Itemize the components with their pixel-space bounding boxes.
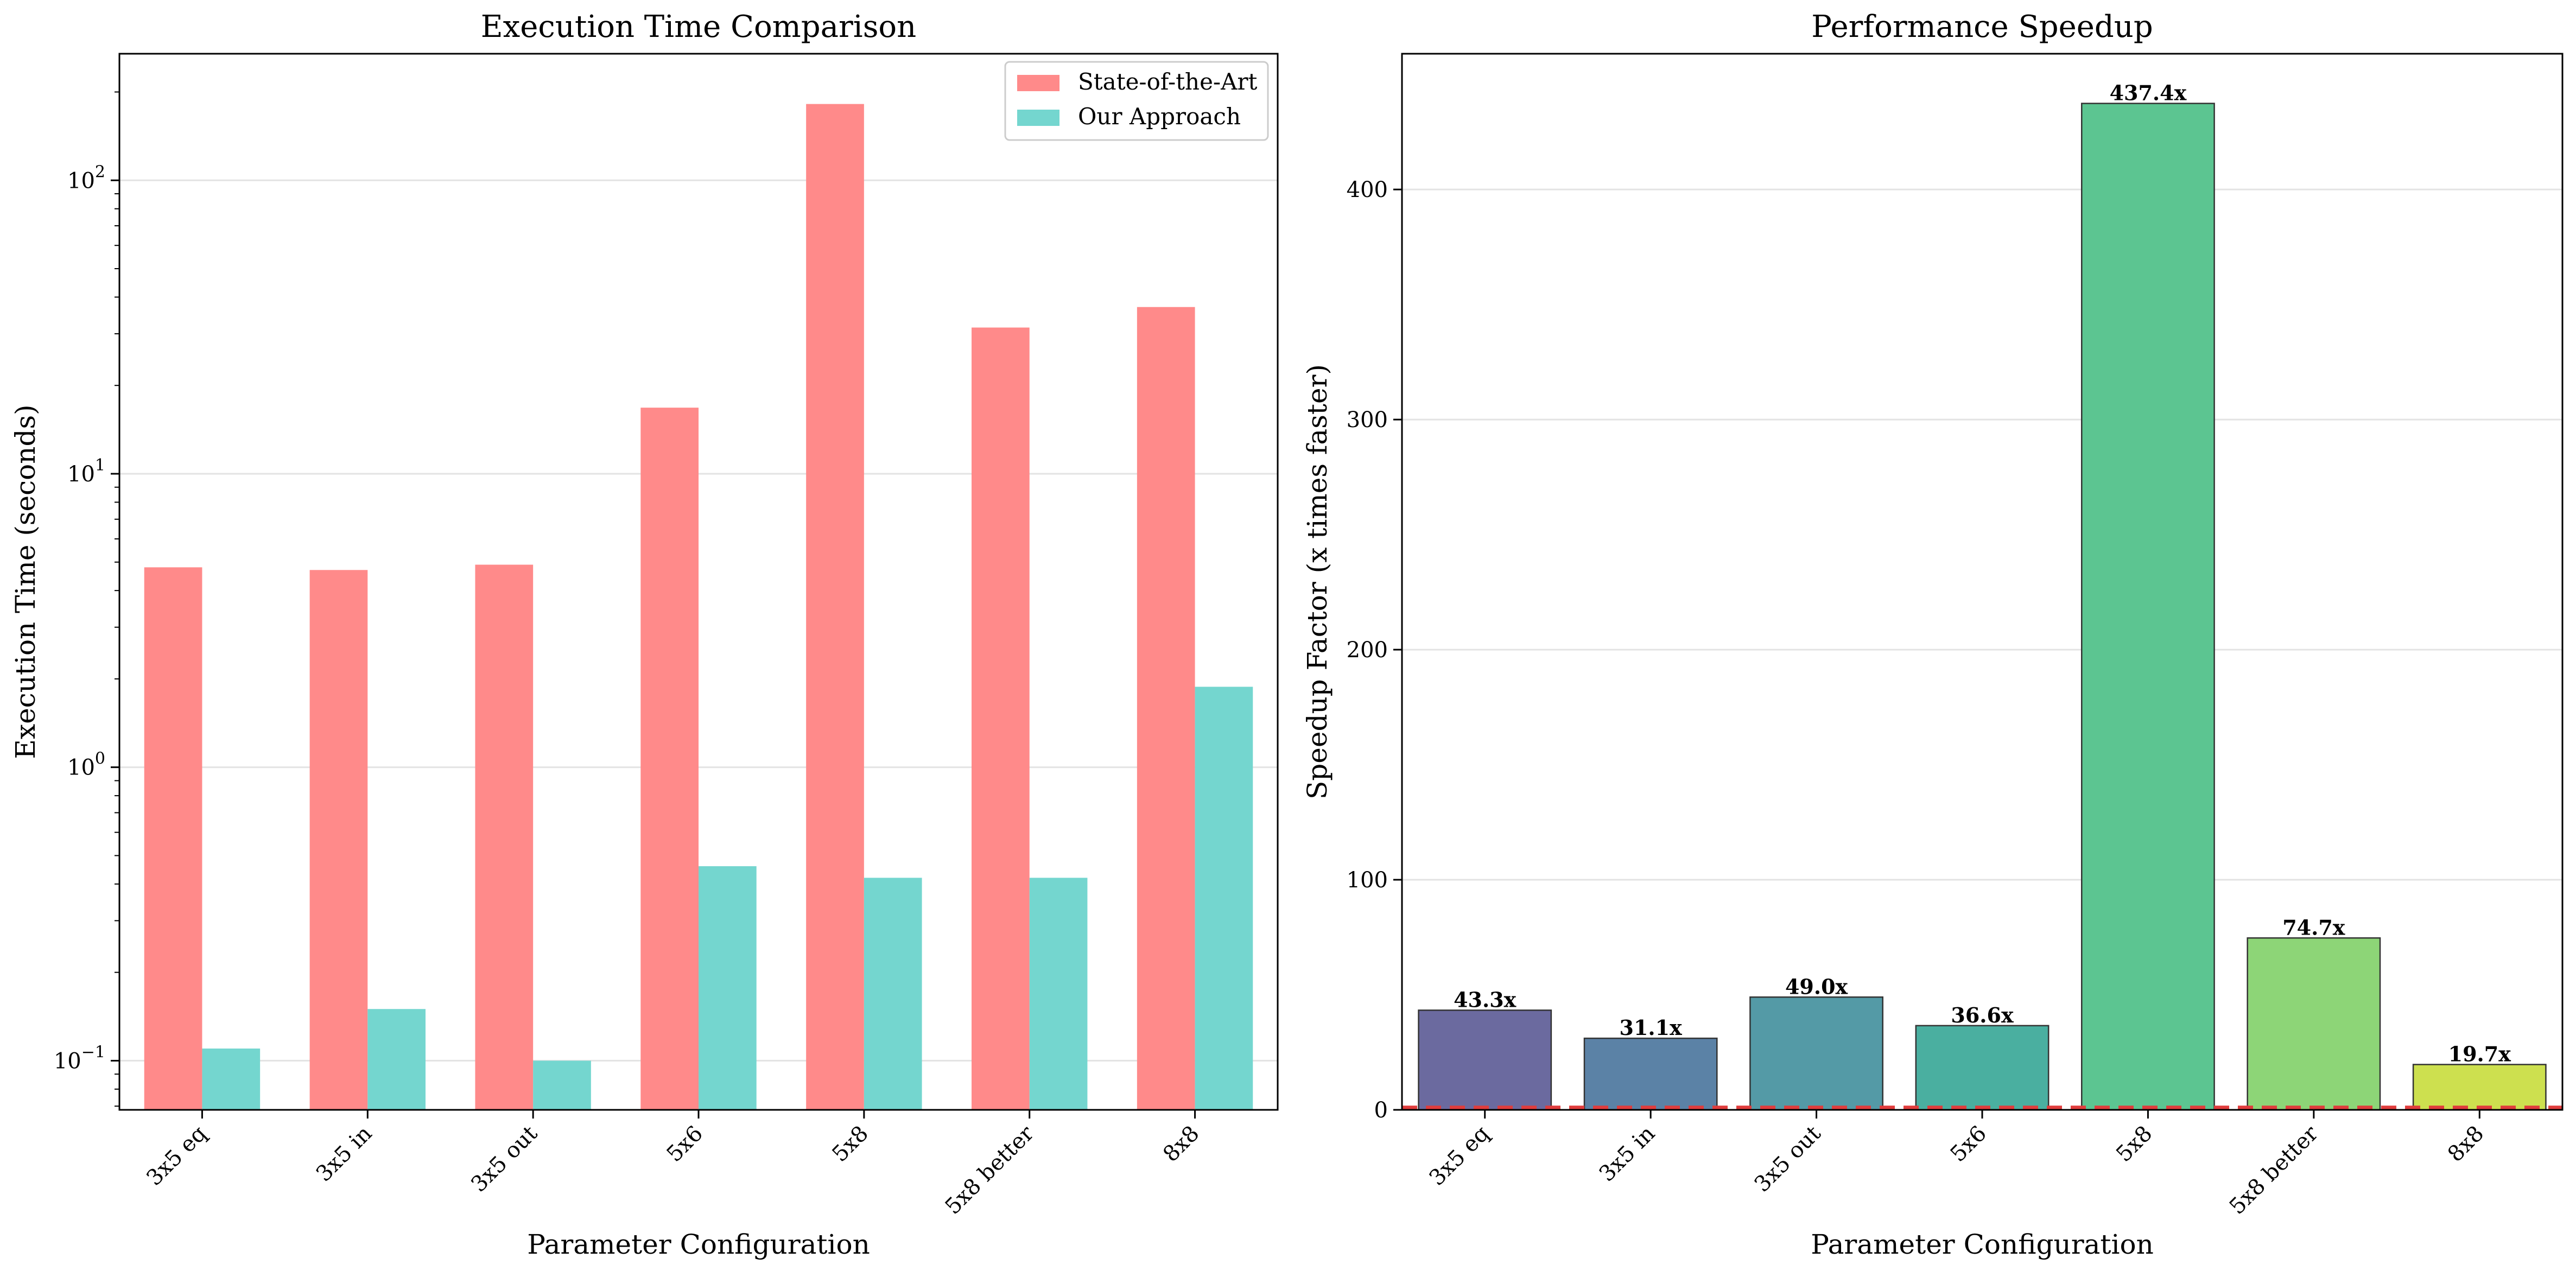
right-x-tick-label: 5x8 better [2225, 1121, 2324, 1219]
left-y-tick-label: 10−1 [54, 1043, 105, 1073]
bar-our-approach-5x8-better [1029, 878, 1088, 1110]
left-y-tick-label: 101 [67, 456, 105, 487]
bar-state-of-the-art-3x5-out [475, 564, 534, 1110]
bar-state-of-the-art-3x5-in [309, 570, 368, 1110]
left-x-tick-label: 3x5 eq [142, 1121, 211, 1191]
right-gridlines [1402, 188, 2562, 1111]
right-x-axis-ticks: 3x5 eq 3x5 in 3x5 out 5x6 5x8 5x8 better 8x8 [1424, 1110, 2489, 1219]
bar-our-approach-3x5-eq [202, 1049, 261, 1110]
speedup-bar-8x8 [2412, 1064, 2547, 1111]
left-x-axis-ticks: 3x5 eq 3x5 in 3x5 out 5x6 5x8 5x8 better 8x8 [142, 1110, 1204, 1219]
right-y-tick-label: 100 [1347, 868, 1388, 893]
speedup-bar-5x6 [1915, 1025, 2050, 1111]
bar-state-of-the-art-3x5-eq [144, 567, 202, 1110]
legend-box [1004, 61, 1269, 141]
left-y-tick-label: 100 [67, 749, 105, 780]
left-x-tick-label: 5x8 better [940, 1121, 1039, 1219]
right-y-tick-label: 400 [1347, 177, 1388, 202]
right-bar-value-labels: 43.3x 31.1x 49.0x 36.6x 437.4x 74.7x 19.7x [1454, 81, 2511, 1066]
left-x-tick-label: 3x5 out [466, 1121, 542, 1197]
speedup-bar-3x5-in [1583, 1037, 1718, 1111]
speedup-value-label: 74.7x [2282, 915, 2345, 939]
bar-state-of-the-art-5x6 [640, 408, 699, 1110]
legend-label-state-of-the-art: State-of-the-Art [1078, 68, 1258, 95]
speedup-bar-5x8-better [2247, 937, 2381, 1111]
speedup-value-label: 437.4x [2110, 81, 2187, 105]
speedup-value-label: 19.7x [2448, 1041, 2511, 1066]
bar-our-approach-5x6 [699, 866, 757, 1110]
right-x-tick-label: 5x6 [1946, 1121, 1991, 1167]
right-x-tick-label: 3x5 eq [1424, 1121, 1494, 1191]
bar-our-approach-5x8 [864, 878, 922, 1110]
speedup-value-label: 49.0x [1785, 974, 1848, 999]
right-chart-title: Performance Speedup [1811, 9, 2153, 45]
left-x-tick-label: 5x6 [662, 1121, 708, 1167]
right-y-tick-label: 300 [1347, 408, 1388, 433]
left-x-tick-label: 5x8 [827, 1121, 873, 1167]
right-x-axis-label: Parameter Configuration [1811, 1229, 2154, 1260]
speedup-chart: Performance Speedup 43.3x 31.1x 49.0x 36.6x… [1302, 9, 2564, 1260]
right-x-tick-label: 5x8 [2111, 1121, 2157, 1167]
speedup-bar-3x5-out [1749, 996, 1883, 1111]
left-y-axis-label: Execution Time (seconds) [10, 404, 41, 759]
left-y-axis-ticks: 10−1 100 101 102 [54, 91, 119, 1107]
speedup-value-label: 31.1x [1620, 1015, 1683, 1040]
left-x-tick-label: 3x5 in [312, 1121, 377, 1187]
right-x-tick-label: 8x8 [2443, 1121, 2489, 1167]
legend: State-of-the-Art Our Approach [1004, 61, 1269, 141]
right-x-tick-label: 3x5 out [1750, 1121, 1826, 1197]
speedup-value-label: 36.6x [1951, 1003, 2014, 1027]
left-y-tick-label: 102 [67, 162, 105, 193]
speedup-bar-5x8 [2081, 103, 2215, 1111]
speedup-value-label: 43.3x [1454, 987, 1517, 1012]
right-y-tick-label: 200 [1347, 638, 1388, 663]
right-y-axis-label: Speedup Factor (x times faster) [1302, 364, 1333, 799]
right-x-tick-label: 3x5 in [1594, 1121, 1660, 1187]
execution-time-chart: Execution Time Comparison 10−1100101102 … [10, 9, 1279, 1260]
left-x-tick-label: 8x8 [1158, 1121, 1204, 1167]
bar-our-approach-8x8 [1195, 687, 1253, 1110]
bar-state-of-the-art-5x8 [806, 104, 864, 1110]
bar-our-approach-3x5-in [367, 1009, 426, 1110]
bar-our-approach-3x5-out [533, 1060, 591, 1110]
right-y-tick-label: 0 [1374, 1098, 1388, 1123]
right-plot-frame [1401, 53, 2564, 1111]
speedup-bar-3x5-eq [1418, 1009, 1552, 1111]
left-chart-title: Execution Time Comparison [481, 9, 916, 45]
bar-state-of-the-art-8x8 [1137, 307, 1195, 1110]
right-bars [1418, 103, 2547, 1111]
left-bars [144, 104, 1253, 1110]
bar-state-of-the-art-5x8-better [972, 327, 1030, 1110]
right-y-axis-ticks: 0 100 200 300 400 [1347, 177, 1402, 1123]
legend-swatch-state-of-the-art [1017, 75, 1059, 91]
legend-label-our-approach: Our Approach [1078, 103, 1241, 130]
legend-swatch-our-approach [1017, 110, 1059, 126]
left-x-axis-label: Parameter Configuration [527, 1229, 870, 1260]
